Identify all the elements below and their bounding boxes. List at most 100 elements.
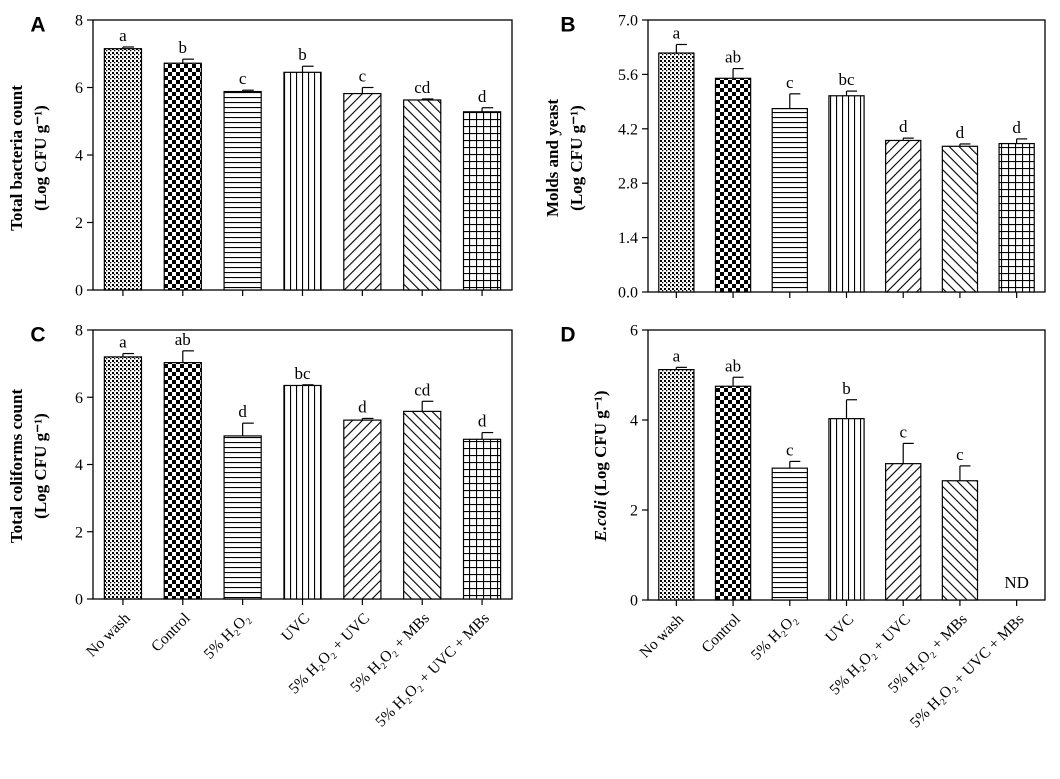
bar-dense-dots [103, 356, 143, 600]
bar-diagonal-left [403, 99, 442, 291]
panel-letter: A [30, 14, 45, 37]
significance-letter: bc [294, 364, 311, 383]
bar-vertical-lines [283, 384, 322, 600]
bar-checkerboard [714, 77, 752, 293]
y-axis-unit-label: (Log CFU g⁻¹) [31, 413, 50, 519]
bar-dense-dots [658, 52, 695, 293]
bar-checkerboard [163, 362, 202, 600]
y-tick-label: 8 [75, 13, 83, 30]
bar-diagonal-right [343, 92, 382, 291]
significance-letter: cd [414, 380, 431, 399]
y-tick-label: 2 [75, 215, 83, 232]
significance-letter: a [119, 333, 127, 352]
y-tick-label: 5.6 [618, 67, 638, 84]
x-category-label: No wash [83, 610, 134, 661]
y-tick-label: 4.2 [618, 121, 638, 138]
significance-letter: bc [838, 70, 855, 89]
panel-letter: B [560, 14, 575, 37]
x-category-label: No wash [636, 611, 687, 662]
bar-horizontal-lines [223, 435, 262, 600]
significance-letter: d [478, 412, 487, 431]
y-tick-label: 1.4 [618, 230, 638, 247]
bar-vertical-lines [828, 418, 865, 601]
bar-horizontal-lines [223, 90, 262, 291]
bar-checkerboard [714, 385, 752, 601]
bar-horizontal-lines [771, 467, 808, 601]
significance-letter: ab [725, 356, 741, 375]
significance-letter: b [179, 38, 188, 57]
significance-letter: d [358, 397, 367, 416]
panel-b: B Molds and yeast (Log CFU g⁻¹) 0.0 1.4 2.8 4.… [543, 13, 1046, 302]
y-tick-label: 2.8 [618, 176, 638, 193]
x-category-label: UVC [822, 611, 857, 646]
y-tick-label: 4 [75, 457, 83, 474]
significance-letter: c [239, 69, 247, 88]
significance-letter: b [842, 379, 851, 398]
bar-grid [462, 111, 502, 291]
y-axis-label: Molds and yeast [543, 99, 562, 217]
x-category-label: 5% H₂O₂ + UVC + MBs [372, 610, 493, 731]
bar-dense-dots [658, 369, 695, 601]
y-tick-label: 0 [75, 283, 83, 300]
x-category-label: 5% H₂O₂ + UVC + MBs [907, 611, 1028, 732]
significance-letter: c [359, 67, 367, 86]
y-axis-unit-label: (Log CFU g⁻¹) [567, 105, 586, 211]
x-category-label: 5% H₂O₂ [748, 611, 801, 664]
bar-grid [462, 438, 502, 600]
significance-letter: c [786, 440, 794, 459]
y-tick-label: 6 [75, 390, 83, 407]
panel-a: A Total bacteria count (Log CFU g⁻¹) 0 2 4 6 8 a… [7, 13, 513, 300]
panel-letter: C [30, 324, 45, 347]
y-axis-label-species: E.coli [591, 500, 610, 542]
significance-letter: c [899, 422, 907, 441]
y-tick-label: 6 [75, 80, 83, 97]
y-axis-label-unit: (Log CFU g⁻¹) [591, 390, 610, 500]
bar-diagonal-right [885, 463, 922, 601]
y-tick-label: 8 [75, 323, 83, 340]
y-tick-label: 4 [75, 148, 83, 165]
bar-vertical-lines [283, 71, 322, 291]
significance-letter: c [956, 445, 964, 464]
y-axis-label: E.coli (Log CFU g⁻¹) [591, 390, 610, 542]
y-tick-label: 7.0 [618, 13, 638, 30]
significance-letter: c [786, 73, 794, 92]
x-category-label: 5% H₂O₂ [201, 610, 254, 663]
significance-letter: ab [725, 48, 741, 67]
panel-d: D E.coli (Log CFU g⁻¹) 0 2 4 6 a ab c b c c ND No was… [560, 323, 1046, 732]
bar-checkerboard [163, 62, 202, 291]
significance-letter: d [478, 87, 487, 106]
y-tick-label: 4 [630, 413, 638, 430]
significance-letter: d [238, 402, 247, 421]
bar-horizontal-lines [771, 107, 808, 293]
significance-letter: cd [414, 78, 431, 97]
y-tick-label: 0.0 [618, 285, 638, 302]
significance-letter: a [673, 346, 681, 365]
x-category-label: Control [698, 611, 744, 657]
y-tick-label: 0 [75, 592, 83, 609]
y-axis-label: Total coliforms count [7, 389, 26, 544]
significance-letter: a [119, 26, 127, 45]
bar-vertical-lines [828, 95, 865, 293]
significance-letter: b [298, 45, 307, 64]
bar-grid [998, 142, 1035, 293]
y-tick-label: 0 [630, 593, 638, 610]
y-tick-label: 2 [630, 503, 638, 520]
not-detected-label: ND [1004, 573, 1029, 592]
x-category-label: Control [148, 610, 194, 656]
x-category-label: UVC [278, 610, 313, 645]
significance-letter: d [956, 123, 965, 142]
bar-dense-dots [103, 48, 143, 291]
bar-diagonal-left [403, 410, 442, 600]
significance-letter: a [673, 23, 681, 42]
y-axis-label: Total bacteria count [7, 85, 26, 231]
bar-diagonal-right [885, 139, 922, 293]
panel-letter: D [560, 324, 575, 347]
y-tick-label: 2 [75, 524, 83, 541]
y-axis-unit-label: (Log CFU g⁻¹) [31, 105, 50, 211]
bar-diagonal-right [343, 419, 382, 600]
significance-letter: d [899, 117, 908, 136]
significance-letter: ab [175, 330, 191, 349]
bar-diagonal-left [941, 480, 979, 601]
y-tick-label: 6 [630, 323, 638, 340]
